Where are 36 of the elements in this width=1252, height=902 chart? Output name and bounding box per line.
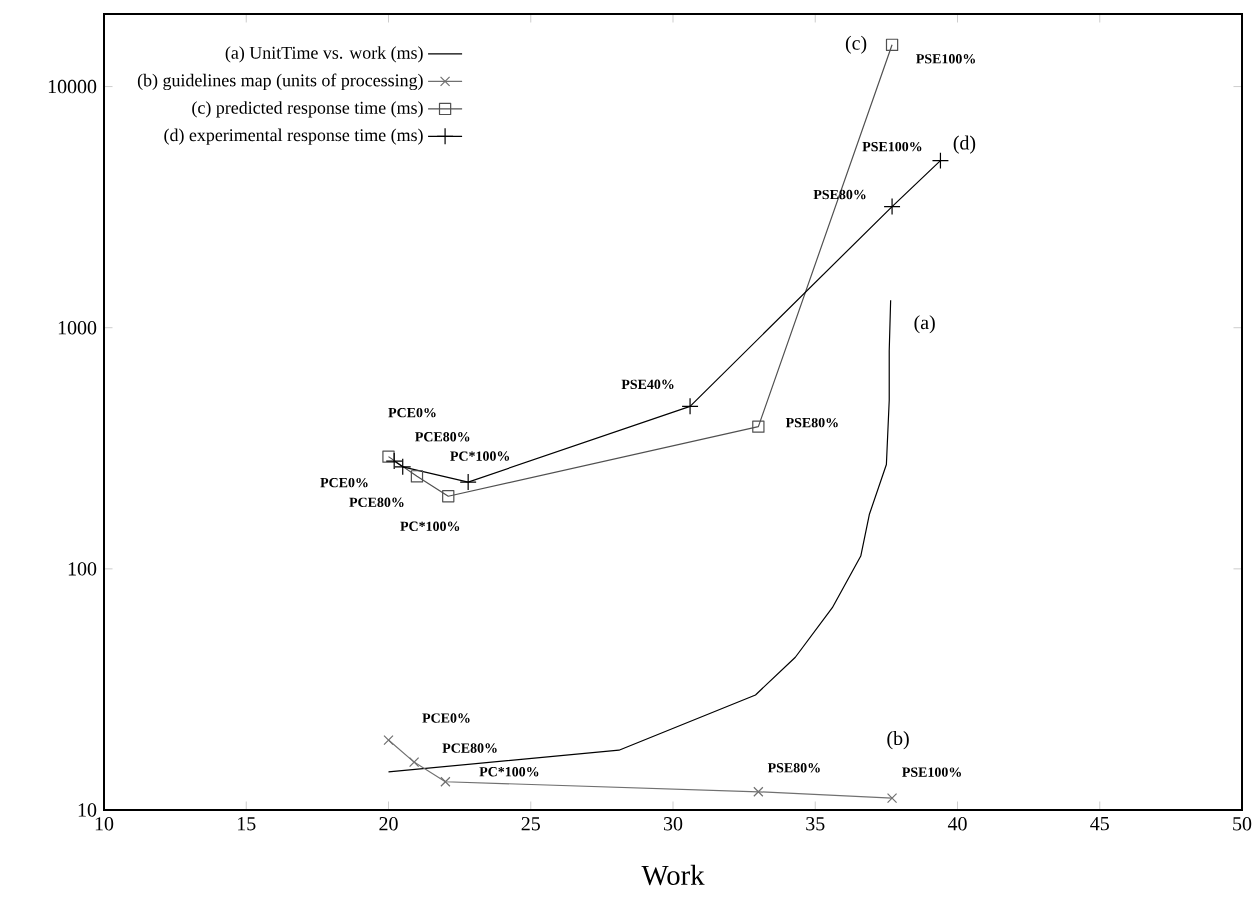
point — [409, 756, 420, 768]
legend-label: (d) experimental response time (ms) — [164, 128, 423, 145]
x-tick-label: 40 — [947, 817, 967, 831]
point — [410, 470, 424, 483]
annotation: (b) — [887, 731, 909, 750]
x-tick-label: 30 — [664, 817, 683, 831]
annotation: (d) — [953, 135, 976, 154]
x-tick-label: 15 — [238, 817, 256, 831]
legend-label: (a) UnitTime vs. work (ms) — [225, 46, 423, 63]
annotation: (c) — [845, 35, 867, 54]
y-tick-label: 100 — [68, 562, 97, 576]
point — [931, 152, 950, 170]
y-tick-label: 10 — [78, 803, 97, 817]
annotation: (a) — [914, 315, 935, 334]
x-tick-label: 50 — [1233, 817, 1252, 831]
x-tick-label: 20 — [379, 817, 398, 831]
y-tick-label: 10000 — [48, 79, 97, 94]
point — [383, 734, 394, 746]
y-tick-label: 1000 — [58, 320, 97, 335]
point — [883, 197, 901, 216]
x-tick-label: 10 — [95, 817, 114, 831]
point — [442, 490, 455, 503]
point — [382, 450, 395, 463]
point — [885, 38, 899, 51]
point — [886, 793, 898, 804]
point — [753, 786, 764, 797]
x-tick-label: 45 — [1090, 817, 1109, 831]
legend-label: (b) guidelines map (units of processing) — [137, 73, 423, 91]
x-axis-title: Work — [641, 864, 705, 886]
x-tick-label: 25 — [521, 817, 540, 831]
point — [459, 473, 477, 491]
point — [752, 420, 765, 433]
x-tick-label: 35 — [806, 817, 825, 831]
point — [681, 397, 699, 415]
point — [440, 776, 451, 787]
legend-label: (c) predicted response time (ms) — [192, 101, 423, 118]
